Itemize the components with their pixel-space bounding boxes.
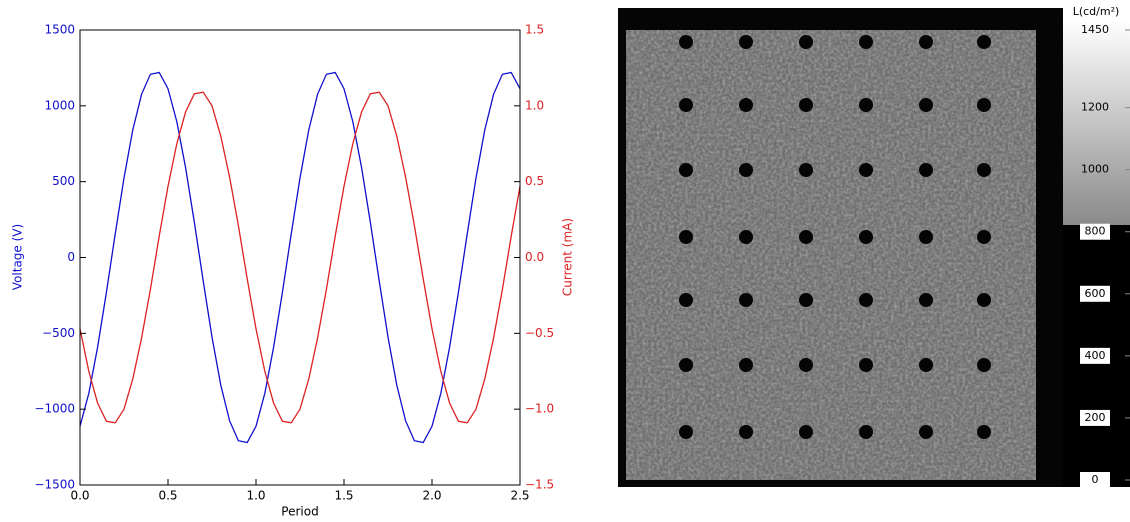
dot [739, 425, 753, 439]
colorbar-tick-label: 200 [1085, 411, 1106, 424]
colorbar-tick-box [1080, 347, 1110, 364]
dot [919, 230, 933, 244]
dot [799, 425, 813, 439]
series-line [79, 71, 521, 444]
y-axis-label: Voltage (V) [11, 224, 25, 290]
dot [919, 163, 933, 177]
colorbar-tick-label: 1000 [1081, 163, 1109, 176]
dot [679, 230, 693, 244]
colorbar-label: L(cd/m²) [1073, 5, 1120, 18]
dot [799, 98, 813, 112]
dot [919, 293, 933, 307]
dot [977, 98, 991, 112]
y2-tick-label: 0.5 [525, 174, 544, 188]
dot [679, 358, 693, 372]
dot [739, 163, 753, 177]
y-tick-label: −1000 [34, 402, 75, 416]
dot [799, 230, 813, 244]
colorbar-tick-box [1080, 472, 1110, 488]
y-tick-label: −1500 [34, 478, 75, 492]
dot [977, 293, 991, 307]
y2-tick-label: −0.5 [525, 326, 554, 340]
dot [679, 35, 693, 49]
dot [679, 98, 693, 112]
dot [859, 35, 873, 49]
y-tick-label: 1500 [44, 23, 75, 37]
series-line [79, 91, 521, 424]
dot [919, 358, 933, 372]
x-tick-label: 0.5 [158, 489, 177, 503]
dot [679, 293, 693, 307]
x-tick-label: 2.0 [422, 489, 441, 503]
y-tick-label: −500 [42, 326, 75, 340]
dot [739, 293, 753, 307]
colorbar-tick-label: 400 [1085, 349, 1106, 362]
dot [859, 163, 873, 177]
image-noise [626, 30, 1036, 480]
x-tick-label: 1.5 [334, 489, 353, 503]
x-tick-label: 0.0 [70, 489, 89, 503]
dot [799, 35, 813, 49]
y2-tick-label: −1.0 [525, 402, 554, 416]
dot [977, 163, 991, 177]
y2-tick-label: 1.0 [525, 98, 544, 112]
y2-axis-label: Current (mA) [561, 218, 575, 296]
dot [919, 35, 933, 49]
plot-frame [79, 29, 521, 486]
dot [977, 425, 991, 439]
dot [977, 358, 991, 372]
colorbar-tick-label: 1200 [1081, 101, 1109, 114]
dot [799, 358, 813, 372]
dot [739, 35, 753, 49]
colorbar-tick-label: 800 [1085, 225, 1106, 238]
y-tick-label: 0 [67, 250, 75, 264]
colorbar-tick-label: 1450 [1081, 23, 1109, 36]
y-tick-label: 1000 [44, 98, 75, 112]
dot [859, 230, 873, 244]
colorbar-tick-box [1080, 285, 1110, 302]
x-tick-label: 2.5 [510, 489, 529, 503]
dot [977, 230, 991, 244]
dot [739, 230, 753, 244]
dot [859, 358, 873, 372]
colorbar-tick-label: 0 [1092, 473, 1099, 486]
y-tick-label: 500 [52, 174, 75, 188]
dot [977, 35, 991, 49]
dot [679, 425, 693, 439]
colorbar-tick-box [1080, 409, 1110, 426]
dot [739, 358, 753, 372]
colorbar-tick-label: 600 [1085, 287, 1106, 300]
x-tick-label: 1.0 [246, 489, 265, 503]
dot [919, 425, 933, 439]
dot [859, 425, 873, 439]
dot [859, 98, 873, 112]
y2-tick-label: 1.5 [525, 23, 544, 37]
dot [919, 98, 933, 112]
dot [679, 163, 693, 177]
dot [799, 163, 813, 177]
y2-tick-label: −1.5 [525, 478, 554, 492]
dot [739, 98, 753, 112]
colorbar-gradient [1063, 20, 1130, 225]
x-axis-label: Period [281, 505, 318, 519]
dot [799, 293, 813, 307]
y2-tick-label: 0.0 [525, 250, 544, 264]
colorbar-tick-box [1080, 223, 1110, 240]
dot [859, 293, 873, 307]
